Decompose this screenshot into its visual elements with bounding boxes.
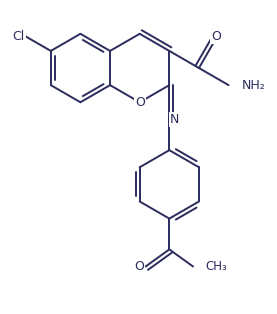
Text: Cl: Cl xyxy=(13,30,25,43)
Text: O: O xyxy=(135,96,145,109)
Text: NH₂: NH₂ xyxy=(241,78,265,92)
Text: O: O xyxy=(211,30,221,43)
Text: N: N xyxy=(170,113,179,126)
Text: O: O xyxy=(134,260,144,273)
Text: CH₃: CH₃ xyxy=(206,260,228,273)
